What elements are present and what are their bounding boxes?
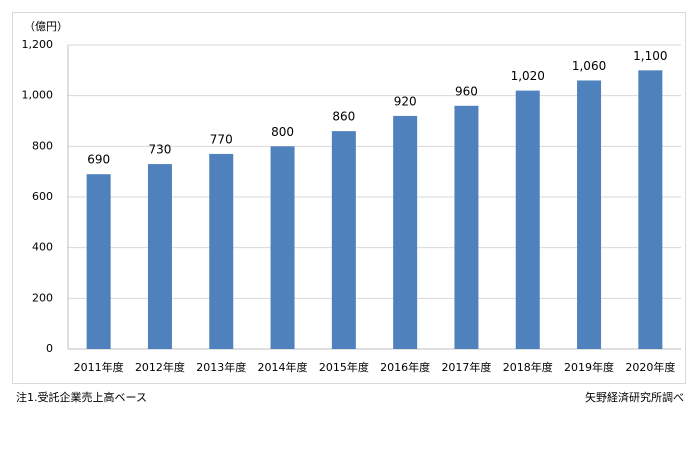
y-tick-label: 800	[32, 139, 53, 152]
data-label: 690	[87, 153, 110, 167]
data-label: 1,100	[633, 49, 667, 63]
y-tick-label: 400	[32, 241, 53, 254]
x-tick-label: 2016年度	[380, 360, 430, 374]
bar	[270, 146, 295, 349]
bar	[331, 131, 356, 349]
bar	[577, 80, 602, 349]
bar	[86, 174, 111, 349]
bar	[393, 115, 418, 349]
data-label: 1,060	[572, 59, 606, 73]
x-tick-label: 2013年度	[196, 360, 246, 374]
data-label: 770	[210, 132, 233, 146]
data-label: 860	[332, 110, 355, 124]
footnote: 注1.受託企業売上高ベース	[16, 390, 147, 404]
x-tick-label: 2014年度	[258, 360, 308, 374]
y-tick-label: 200	[32, 291, 53, 304]
bar	[209, 153, 234, 349]
x-tick-label: 2012年度	[135, 360, 185, 374]
bar	[638, 70, 663, 349]
bar	[515, 90, 540, 349]
x-tick-label: 2018年度	[503, 360, 553, 374]
data-label: 920	[394, 94, 417, 108]
data-label: 730	[148, 143, 171, 157]
data-label: 1,020	[511, 69, 545, 83]
y-tick-label: 0	[46, 342, 53, 355]
y-tick-label: 600	[32, 190, 53, 203]
x-tick-label: 2020年度	[625, 360, 675, 374]
data-label: 960	[455, 84, 478, 98]
x-tick-label: 2011年度	[74, 360, 124, 374]
source: 矢野経済研究所調べ	[585, 390, 684, 404]
unit-label: （億円）	[24, 20, 68, 33]
x-tick-label: 2019年度	[564, 360, 614, 374]
bar	[147, 164, 172, 349]
x-tick-label: 2015年度	[319, 360, 369, 374]
y-tick-label: 1,200	[22, 38, 54, 51]
x-tick-label: 2017年度	[441, 360, 491, 374]
bar	[454, 105, 479, 349]
y-tick-label: 1,000	[22, 89, 54, 102]
data-label: 800	[271, 125, 294, 139]
